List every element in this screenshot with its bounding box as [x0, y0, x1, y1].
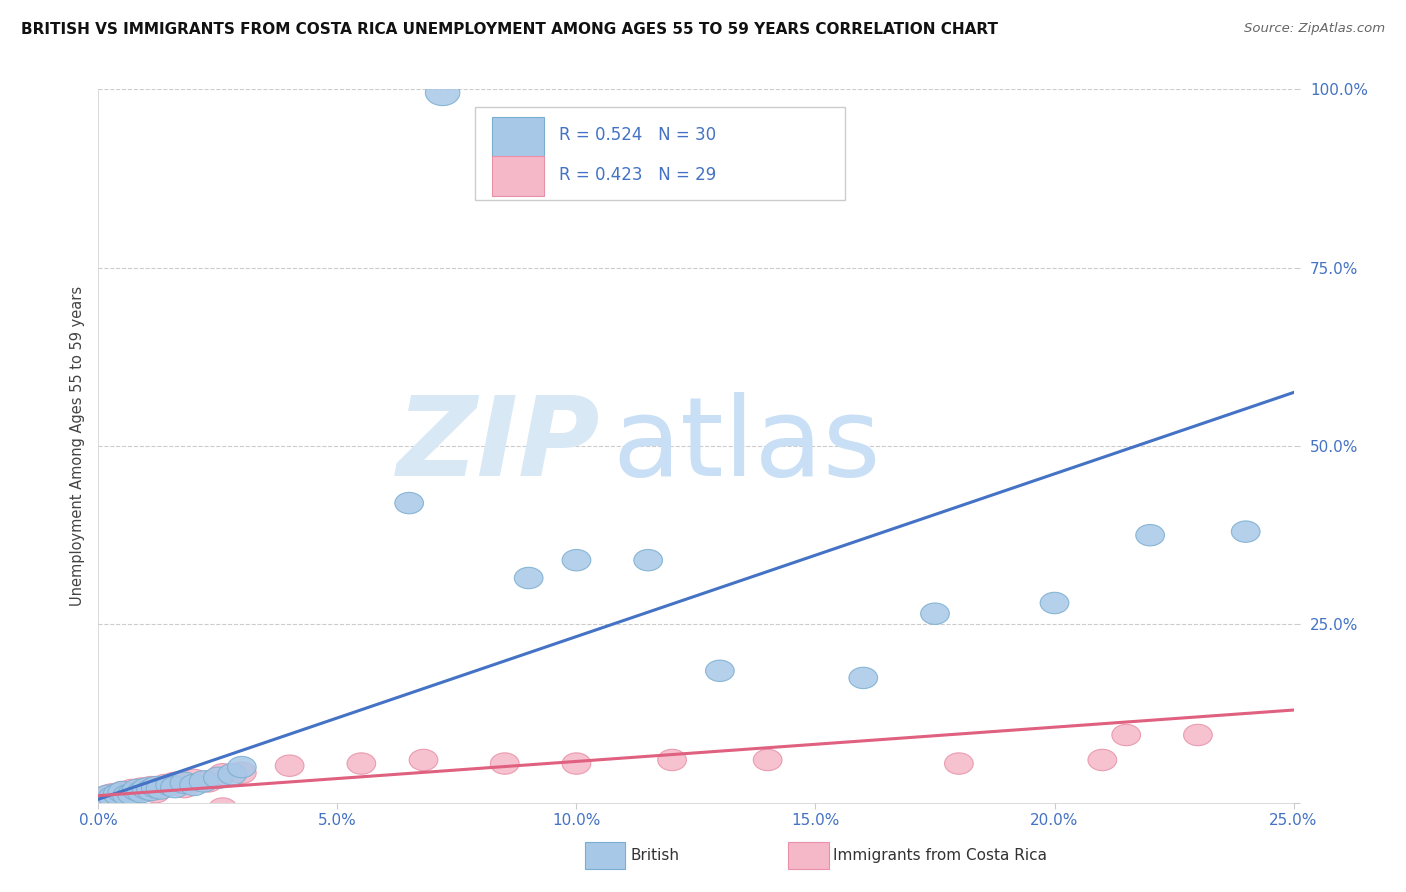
Ellipse shape: [562, 753, 591, 774]
Ellipse shape: [170, 776, 198, 797]
Ellipse shape: [108, 781, 136, 803]
Ellipse shape: [127, 781, 156, 803]
Ellipse shape: [94, 785, 122, 806]
Ellipse shape: [1088, 749, 1116, 771]
Text: atlas: atlas: [612, 392, 880, 500]
Text: ZIP: ZIP: [396, 392, 600, 500]
Ellipse shape: [562, 549, 591, 571]
FancyBboxPatch shape: [787, 842, 828, 869]
Ellipse shape: [142, 776, 170, 797]
Text: British: British: [630, 848, 679, 863]
Ellipse shape: [347, 753, 375, 774]
Ellipse shape: [146, 778, 174, 799]
Ellipse shape: [634, 549, 662, 571]
Ellipse shape: [132, 780, 160, 801]
Ellipse shape: [945, 753, 973, 774]
Ellipse shape: [103, 783, 132, 805]
Ellipse shape: [849, 667, 877, 689]
Y-axis label: Unemployment Among Ages 55 to 59 years: Unemployment Among Ages 55 to 59 years: [69, 286, 84, 606]
Ellipse shape: [1232, 521, 1260, 542]
Ellipse shape: [276, 755, 304, 776]
Ellipse shape: [142, 781, 170, 803]
Ellipse shape: [658, 749, 686, 771]
Ellipse shape: [112, 785, 142, 806]
Ellipse shape: [160, 776, 190, 797]
Ellipse shape: [98, 783, 127, 805]
Ellipse shape: [395, 492, 423, 514]
Ellipse shape: [921, 603, 949, 624]
Ellipse shape: [194, 771, 222, 792]
Ellipse shape: [515, 567, 543, 589]
Ellipse shape: [706, 660, 734, 681]
Text: R = 0.524   N = 30: R = 0.524 N = 30: [558, 126, 716, 144]
Ellipse shape: [754, 749, 782, 771]
Ellipse shape: [426, 80, 460, 105]
Ellipse shape: [94, 785, 122, 806]
Text: Source: ZipAtlas.com: Source: ZipAtlas.com: [1244, 22, 1385, 36]
FancyBboxPatch shape: [492, 117, 544, 157]
FancyBboxPatch shape: [492, 155, 544, 196]
Ellipse shape: [132, 778, 160, 799]
Ellipse shape: [1136, 524, 1164, 546]
FancyBboxPatch shape: [585, 842, 626, 869]
Ellipse shape: [122, 781, 150, 803]
Ellipse shape: [118, 783, 146, 805]
Ellipse shape: [122, 780, 150, 801]
Ellipse shape: [180, 774, 208, 796]
Ellipse shape: [127, 778, 156, 799]
Ellipse shape: [409, 749, 437, 771]
Ellipse shape: [1112, 724, 1140, 746]
Ellipse shape: [156, 774, 184, 796]
Ellipse shape: [204, 767, 232, 789]
Ellipse shape: [118, 780, 146, 801]
Ellipse shape: [228, 756, 256, 778]
Text: R = 0.423   N = 29: R = 0.423 N = 29: [558, 166, 716, 184]
Ellipse shape: [136, 776, 166, 797]
Ellipse shape: [228, 762, 256, 783]
Ellipse shape: [103, 785, 132, 806]
Ellipse shape: [218, 764, 246, 785]
Ellipse shape: [208, 797, 238, 819]
Ellipse shape: [150, 774, 180, 796]
Text: BRITISH VS IMMIGRANTS FROM COSTA RICA UNEMPLOYMENT AMONG AGES 55 TO 59 YEARS COR: BRITISH VS IMMIGRANTS FROM COSTA RICA UN…: [21, 22, 998, 37]
Ellipse shape: [208, 764, 238, 785]
Text: Immigrants from Costa Rica: Immigrants from Costa Rica: [834, 848, 1047, 863]
Ellipse shape: [112, 783, 142, 805]
FancyBboxPatch shape: [475, 107, 845, 200]
Ellipse shape: [108, 781, 136, 803]
Ellipse shape: [160, 772, 190, 794]
Ellipse shape: [98, 787, 127, 808]
Ellipse shape: [136, 780, 166, 801]
Ellipse shape: [190, 771, 218, 792]
Ellipse shape: [180, 769, 208, 790]
Ellipse shape: [1040, 592, 1069, 614]
Ellipse shape: [491, 753, 519, 774]
Ellipse shape: [170, 772, 198, 794]
Ellipse shape: [1184, 724, 1212, 746]
